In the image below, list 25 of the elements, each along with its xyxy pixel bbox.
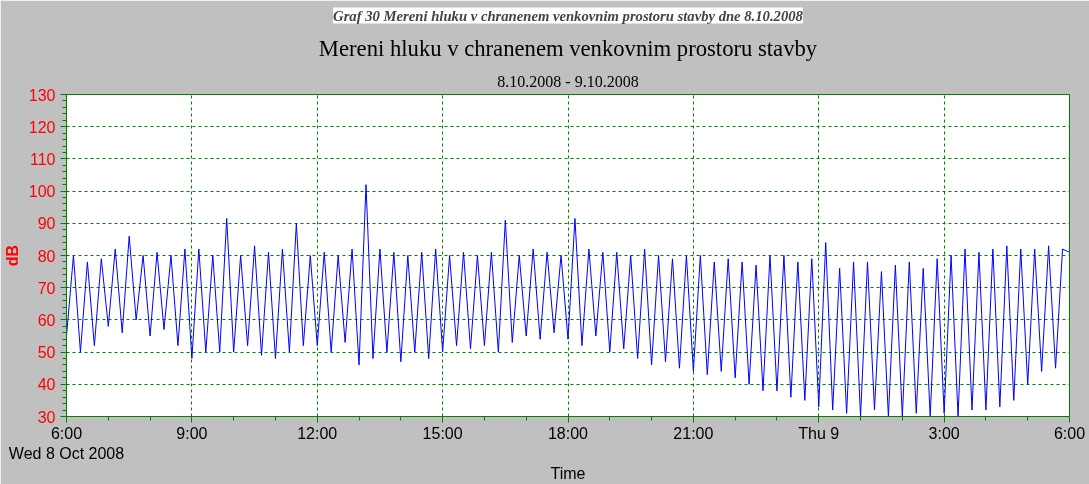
y-tick-label: 30: [37, 408, 56, 426]
y-tick-label: 40: [37, 376, 56, 394]
x-tick-label: 6:00 Wed 8 Oct 2008: [8, 424, 125, 462]
y-tick-label: 100: [28, 183, 56, 201]
chart-title: Mereni hluku v chranenem venkovnim prostoru stavby: [318, 35, 818, 61]
x-tick-label: 12:00: [297, 424, 338, 442]
y-tick-label: 90: [37, 215, 56, 233]
y-tick-label: 60: [37, 311, 56, 329]
y-axis-title: dB: [3, 244, 21, 267]
y-tick-label: 110: [29, 150, 56, 168]
x-tick-label: Thu 9: [798, 424, 840, 442]
x-tick-label: 15:00: [422, 424, 463, 442]
text: Graf 30 Mereni hluku v chranenem venkovnim prostoru stavby dne 8.10.2008: [333, 7, 804, 24]
y-tick-label: 120: [28, 118, 56, 136]
y-tick-label: 50: [37, 344, 56, 362]
chart-subtitle: 8.10.2008 - 9.10.2008: [497, 72, 639, 90]
y-tick-label: 80: [37, 247, 56, 265]
x-tick-label: 6:00: [1053, 424, 1086, 442]
y-tick-label: 70: [37, 279, 56, 297]
x-tick-label: 21:00: [673, 424, 714, 442]
y-tick-label: 130: [28, 86, 56, 104]
x-tick-label: 18:00: [547, 424, 589, 442]
x-axis-title: Time: [550, 464, 586, 482]
x-tick-label: 9:00: [176, 424, 208, 442]
x-tick-label: 3:00: [928, 424, 960, 442]
